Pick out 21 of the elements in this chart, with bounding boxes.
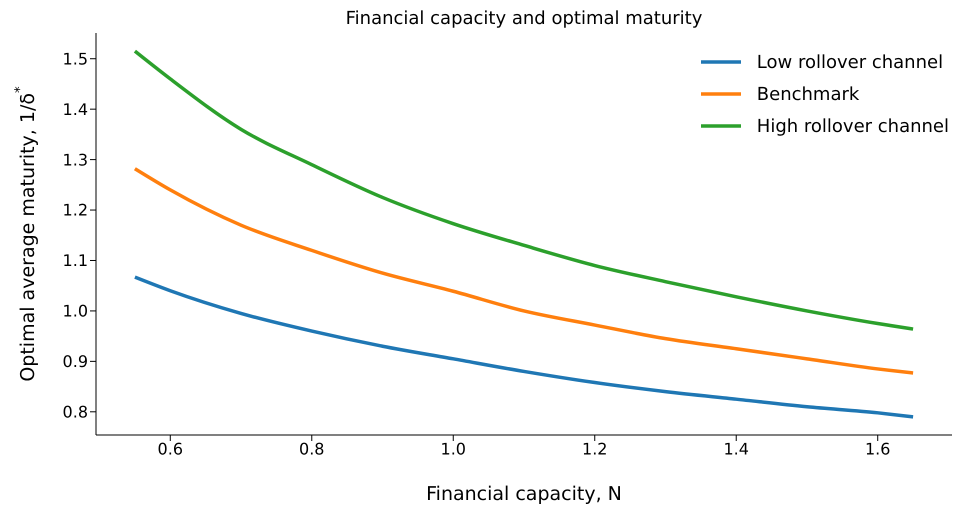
x-tick-label: 1.0 [440, 439, 466, 458]
y-tick-label: 1.4 [62, 100, 88, 119]
x-axis-title: Financial capacity, N [426, 483, 622, 505]
legend-label: High rollover channel [756, 116, 949, 136]
y-tick-label: 1.2 [62, 200, 88, 220]
line-series [133, 275, 915, 419]
x-tick-label: 0.6 [158, 439, 184, 458]
legend-label: Benchmark [756, 84, 860, 104]
y-tick-label: 0.9 [62, 352, 88, 372]
x-tick-label: 1.6 [864, 439, 890, 458]
y-tick-label: 0.8 [62, 402, 88, 422]
line-series [133, 166, 915, 375]
y-tick-label: 1.1 [62, 251, 88, 270]
x-tick-label: 0.8 [299, 439, 324, 458]
legend-label: Low rollover channel [756, 52, 944, 72]
chart-title: Financial capacity and optimal maturity [344, 8, 704, 29]
x-tick-label: 1.4 [724, 439, 749, 458]
y-tick-label: 1.0 [62, 302, 88, 321]
y-tick-label: 1.5 [62, 49, 88, 68]
y-tick-label: 1.3 [62, 150, 88, 170]
x-tick-label: 1.2 [582, 439, 608, 458]
